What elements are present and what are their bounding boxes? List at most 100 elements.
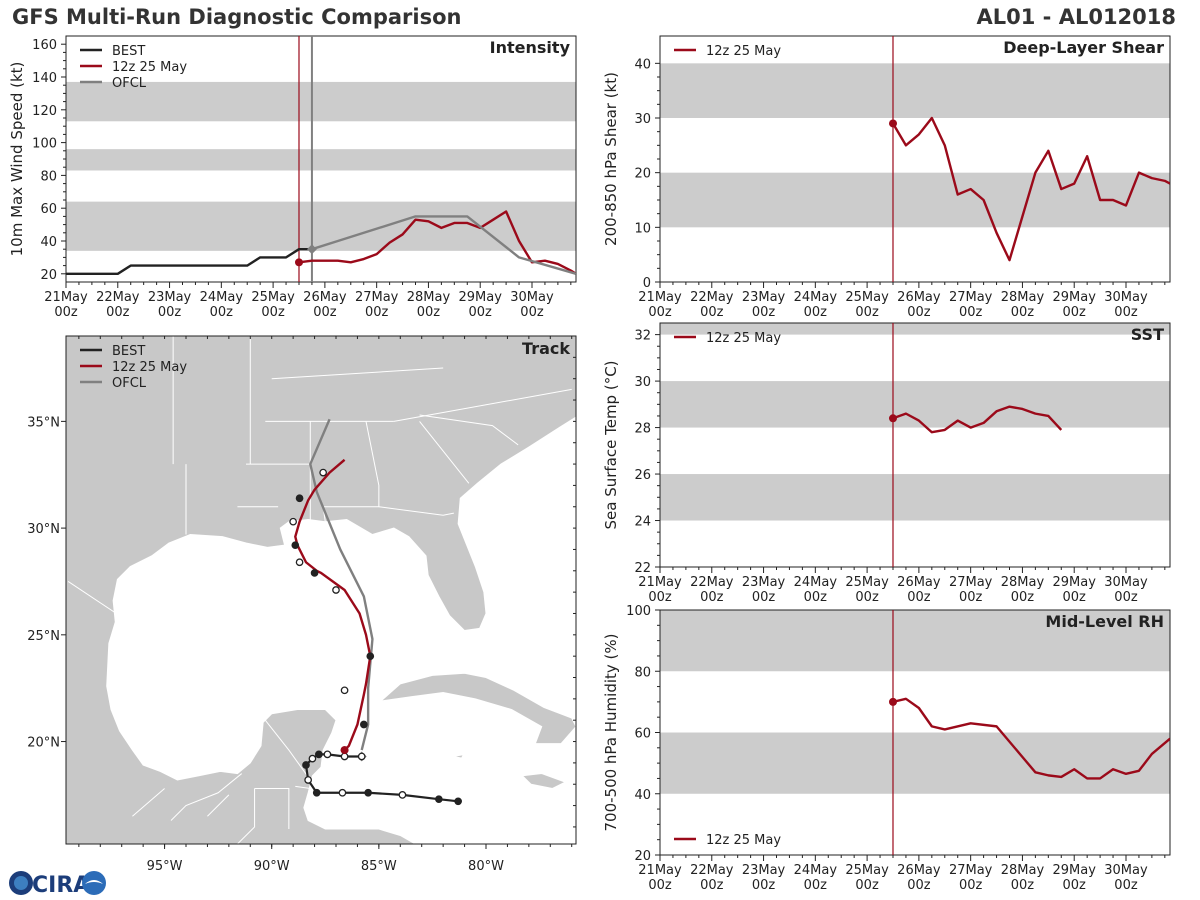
ytick-label: 30 — [634, 375, 651, 390]
panel-title: SST — [1131, 325, 1164, 344]
xtick-hour-label: 00z — [648, 590, 672, 605]
xtick-day-label: 27May — [949, 290, 993, 305]
band-rh-0 — [660, 732, 1170, 794]
run-track-point — [366, 652, 375, 661]
best-track-point — [312, 788, 321, 797]
xtick-hour-label: 00z — [700, 878, 724, 893]
xtick-hour-label: 00z — [855, 305, 879, 320]
legend-label: OFCL — [112, 376, 147, 391]
lat-tick-label: 35°N — [27, 415, 60, 430]
xtick-hour-label: 00z — [804, 305, 828, 320]
ytick-label: 40 — [634, 57, 651, 72]
political-border — [132, 788, 165, 817]
run-track-point — [291, 541, 300, 550]
xtick-day-label: 28May — [407, 290, 451, 305]
series-start-point — [294, 258, 303, 267]
ytick-label: 100 — [626, 604, 651, 619]
ytick-label: 0 — [643, 276, 651, 291]
xtick-hour-label: 00z — [520, 305, 544, 320]
lon-tick-label: 85°W — [361, 859, 397, 874]
ytick-label: 40 — [40, 235, 57, 250]
xtick-day-label: 24May — [794, 290, 838, 305]
political-border — [236, 788, 256, 844]
legend-label: BEST — [112, 44, 145, 59]
lon-tick-label: 95°W — [147, 859, 183, 874]
xtick-hour-label: 00z — [907, 878, 931, 893]
band-intensity-1 — [66, 149, 576, 171]
ytick-label: 32 — [634, 329, 651, 344]
xtick-hour-label: 00z — [158, 305, 182, 320]
run-track-point — [295, 558, 304, 567]
run-track-point — [332, 586, 340, 594]
y-axis-label: 10m Max Wind Speed (kt) — [8, 62, 26, 257]
xtick-day-label: 26May — [897, 575, 941, 590]
xtick-day-label: 21May — [638, 290, 682, 305]
run-track-point — [310, 569, 319, 577]
legend-label: BEST — [112, 344, 145, 359]
series-group — [888, 405, 1063, 434]
xtick-day-label: 30May — [1104, 575, 1148, 590]
xtick-day-label: 22May — [690, 863, 734, 878]
ytick-label: 100 — [32, 137, 57, 152]
xtick-hour-label: 00z — [106, 305, 130, 320]
legend-label: 12z 25 May — [706, 331, 781, 346]
political-border — [419, 414, 519, 446]
xtick-day-label: 27May — [949, 863, 993, 878]
storm-id: AL01 - AL012018 — [976, 5, 1177, 29]
xtick-day-label: 23May — [742, 575, 786, 590]
legend-label: 12z 25 May — [706, 833, 781, 848]
best-track-point — [435, 795, 443, 804]
political-border — [254, 788, 290, 830]
cira-logo: CIRA — [9, 871, 106, 898]
xtick-hour-label: 00z — [1063, 878, 1087, 893]
y-axis-label: Sea Surface Temp (°C) — [602, 360, 620, 529]
xtick-day-label: 23May — [742, 290, 786, 305]
band-sst-0 — [660, 474, 1170, 521]
xtick-hour-label: 00z — [907, 590, 931, 605]
legend-label: OFCL — [112, 76, 147, 91]
xtick-hour-label: 00z — [1063, 305, 1087, 320]
chart-track: 95°W 90°W 85°W 80°W 20°N 25°N 30°N 35°N Track BES… — [27, 335, 577, 874]
xtick-hour-label: 00z — [210, 305, 234, 320]
xtick-day-label: 21May — [638, 863, 682, 878]
best-track-point — [315, 750, 323, 759]
ytick-label: 60 — [634, 727, 651, 742]
xtick-hour-label: 00z — [855, 590, 879, 605]
band-intensity-0 — [66, 201, 576, 251]
series-line-best — [66, 247, 312, 275]
xtick-hour-label: 00z — [959, 590, 983, 605]
ytick-label: 20 — [40, 268, 57, 283]
track-frame — [65, 335, 577, 845]
run-track-point — [295, 494, 304, 503]
legend-label: 12z 25 May — [706, 44, 781, 59]
series-line-12z-25-may — [892, 405, 1063, 434]
xtick-day-label: 23May — [148, 290, 192, 305]
lat-tick-label: 30°N — [27, 522, 60, 537]
ytick-label: 22 — [634, 561, 651, 576]
panel-title: Deep-Layer Shear — [1003, 38, 1164, 57]
xtick-hour-label: 00z — [804, 590, 828, 605]
lon-tick-label: 80°W — [468, 859, 504, 874]
xtick-day-label: 26May — [303, 290, 347, 305]
xtick-hour-label: 00z — [855, 878, 879, 893]
map-layer — [66, 336, 576, 844]
ytick-label: 28 — [634, 422, 651, 437]
best-track-point — [308, 754, 317, 763]
legend-label: 12z 25 May — [112, 360, 187, 375]
xtick-day-label: 28May — [1001, 290, 1045, 305]
series-line-12z-25-may — [891, 116, 1170, 262]
band-rh-1 — [660, 610, 1170, 672]
xtick-hour-label: 00z — [1011, 590, 1035, 605]
xtick-day-label: 29May — [1053, 290, 1097, 305]
xtick-day-label: 30May — [1104, 863, 1148, 878]
xtick-day-label: 27May — [949, 575, 993, 590]
best-track-point — [302, 761, 310, 769]
ytick-label: 10 — [634, 221, 651, 236]
panel-title: Intensity — [490, 38, 571, 57]
panel-title: Mid-Level RH — [1045, 612, 1164, 631]
xtick-day-label: 26May — [897, 290, 941, 305]
political-border — [170, 773, 243, 821]
xtick-hour-label: 00z — [700, 305, 724, 320]
band-sst-1 — [660, 381, 1170, 428]
xtick-hour-label: 00z — [313, 305, 337, 320]
